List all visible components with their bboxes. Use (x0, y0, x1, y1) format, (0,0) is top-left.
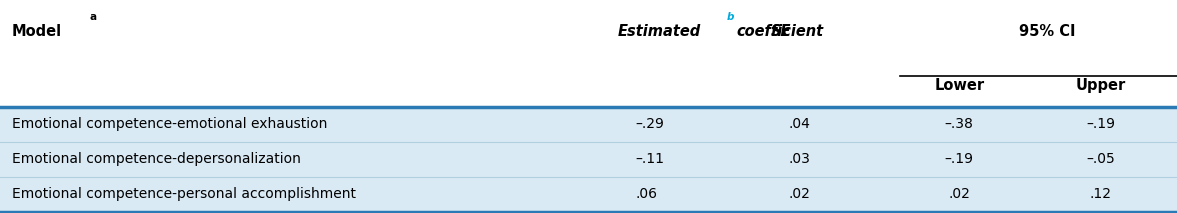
Text: –.19: –.19 (945, 152, 973, 166)
Text: –.38: –.38 (945, 117, 973, 131)
Text: –.05: –.05 (1086, 152, 1115, 166)
Bar (0, 106, 1177, 142)
Text: Estimated: Estimated (618, 24, 701, 39)
Text: –.11: –.11 (636, 152, 665, 166)
Text: b: b (726, 12, 733, 22)
Text: .04: .04 (789, 117, 811, 131)
Text: SE: SE (771, 24, 791, 39)
Text: Upper: Upper (1076, 78, 1125, 93)
Text: Emotional competence-emotional exhaustion: Emotional competence-emotional exhaustio… (12, 117, 327, 131)
Text: .02: .02 (949, 187, 970, 201)
Text: .03: .03 (789, 152, 811, 166)
Bar (0, 142, 1177, 177)
Text: Emotional competence-depersonalization: Emotional competence-depersonalization (12, 152, 300, 166)
Text: .06: .06 (636, 187, 658, 201)
Text: Model: Model (12, 24, 62, 39)
Text: 95% CI: 95% CI (1019, 24, 1076, 39)
Text: Emotional competence-personal accomplishment: Emotional competence-personal accomplish… (12, 187, 355, 201)
Text: .12: .12 (1090, 187, 1111, 201)
Text: –.19: –.19 (1086, 117, 1115, 131)
Bar (0, 177, 1177, 212)
Text: a: a (89, 12, 97, 22)
Text: .02: .02 (789, 187, 811, 201)
Text: –.29: –.29 (636, 117, 665, 131)
Text: coefficient: coefficient (737, 24, 824, 39)
Text: Lower: Lower (935, 78, 984, 93)
